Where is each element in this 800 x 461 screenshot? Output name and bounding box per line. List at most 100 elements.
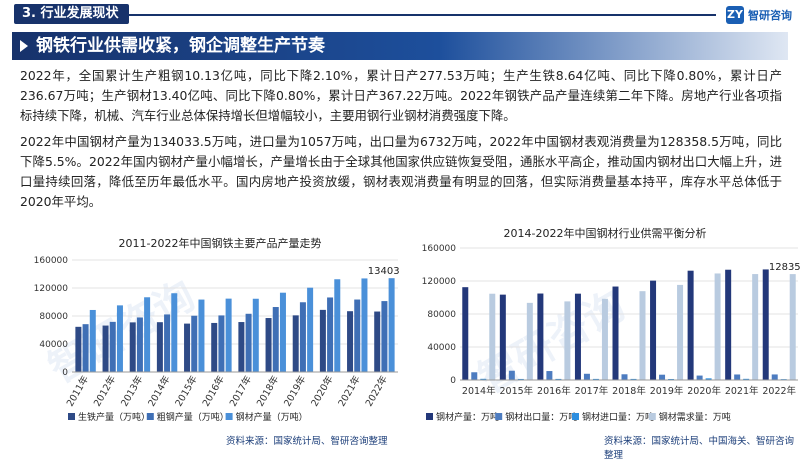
bar-2 [144, 297, 151, 372]
bar-3 [526, 302, 533, 380]
bar-0 [374, 311, 381, 372]
x-tick-label: 2014年 [145, 373, 172, 409]
x-tick-label: 2018年 [612, 385, 646, 397]
bar-0 [292, 315, 299, 372]
legend-swatch-2 [225, 413, 233, 420]
bar-2 [225, 298, 232, 372]
bar-1 [771, 374, 778, 380]
bar-3 [789, 274, 796, 380]
bar-0 [537, 293, 544, 380]
bar-0 [347, 311, 354, 372]
x-tick-label: 2019年 [650, 385, 684, 397]
y-tick-label: 160000 [34, 256, 69, 266]
logo-text: 智研咨询 [748, 9, 792, 22]
x-tick-label: 2011年 [64, 373, 91, 409]
x-tick-label: 2017年 [227, 373, 254, 409]
data-label-annotation: 128358.5 [769, 262, 800, 273]
legend-label-1: 粗钢产量（万吨） [157, 411, 229, 423]
bar-3 [714, 273, 721, 380]
legend-label-0: 生铁产量（万吨） [78, 411, 150, 423]
y-tick-label: 160000 [422, 244, 457, 254]
bar-1 [354, 299, 361, 372]
bar-2 [89, 309, 96, 372]
bar-1 [508, 370, 515, 380]
bar-1 [218, 315, 225, 372]
legend-swatch-0 [426, 413, 433, 420]
bar-0 [687, 270, 694, 380]
bar-1 [272, 307, 279, 372]
bar-0 [612, 286, 619, 380]
bar-3 [564, 301, 571, 380]
chart2-supply-demand: 0 40000 80000 120000 160000 2014年 2015年 2016年 20… [422, 244, 800, 423]
chevron-right-icon [20, 40, 28, 52]
bar-0 [75, 326, 82, 372]
bar-0 [574, 293, 581, 380]
paragraph-1: 2022年，全国累计生产粗钢10.13亿吨，同比下降2.10%，累计日产277.… [20, 68, 782, 123]
x-tick-label: 2020年 [308, 373, 335, 409]
bar-1 [583, 373, 590, 380]
bar-0 [184, 323, 191, 372]
x-tick-label: 2015年 [499, 385, 533, 397]
x-tick-label: 2012年 [91, 373, 118, 409]
source-note-right: 资料来源：国家统计局、中国海关、智研咨询整理 [604, 436, 795, 461]
bar-2 [279, 292, 286, 372]
x-tick-label: 2016年 [537, 385, 571, 397]
legend-label-0: 钢材产量：万吨 [436, 411, 499, 423]
legend-label-1: 钢材出口量：万吨 [505, 411, 577, 423]
x-tick-label: 2017年 [575, 385, 609, 397]
bar-1 [659, 374, 666, 380]
x-tick-label: 2013年 [118, 373, 145, 409]
x-tick-label: 2021年 [336, 373, 363, 409]
x-tick-label: 2016年 [200, 373, 227, 409]
bar-0 [762, 269, 769, 380]
page-title: 钢铁行业供需收紧，钢企调整生产节奏 [36, 36, 325, 56]
bar-2 [334, 279, 341, 372]
bar-3 [752, 274, 759, 380]
bar-2 [171, 293, 178, 372]
logo-icon: ZY [726, 6, 744, 24]
bar-0 [650, 280, 657, 380]
bar-1 [471, 372, 478, 380]
top-bar: 3. 行业发展现状 ZY 智研咨询 [0, 0, 800, 28]
legend-swatch-1 [146, 413, 154, 420]
bar-3 [639, 291, 646, 380]
paragraph-2: 2022年中国钢材产量为134033.5万吨，进口量为1057万吨，出口量为67… [20, 134, 782, 209]
x-tick-label: 2022年 [762, 385, 796, 397]
bar-3 [601, 298, 608, 380]
legend-label-3: 钢材需求量：万吨 [659, 411, 731, 423]
bar-2 [116, 305, 123, 372]
bar-0 [211, 322, 218, 372]
bar-1 [546, 371, 553, 380]
legend-label-2: 钢材产量（万吨） [236, 411, 308, 423]
y-tick-label: 0 [450, 376, 456, 386]
x-tick-label: 2015年 [173, 373, 200, 409]
data-label-annotation: 134033.5 [368, 266, 400, 277]
bar-2 [630, 378, 637, 380]
bar-2 [307, 287, 314, 372]
bar-0 [725, 269, 732, 380]
bar-0 [319, 309, 326, 372]
legend-swatch-2 [572, 413, 579, 420]
bar-2 [743, 378, 750, 380]
bar-1 [136, 317, 143, 372]
bar-0 [462, 287, 469, 380]
source-note-left: 资料来源：国家统计局、智研咨询整理 [226, 436, 388, 447]
bar-0 [156, 322, 163, 372]
x-tick-label: 2021年 [725, 385, 759, 397]
bar-1 [696, 375, 703, 380]
x-tick-label: 2018年 [254, 373, 281, 409]
legend-swatch-1 [495, 413, 503, 420]
bar-3 [489, 293, 496, 380]
header-rule [14, 14, 716, 16]
bar-0 [499, 294, 506, 380]
bar-1 [164, 314, 171, 372]
bar-2 [388, 278, 395, 372]
bar-1 [191, 315, 198, 372]
bar-1 [109, 321, 116, 372]
x-tick-label: 2019年 [281, 373, 308, 409]
bar-2 [361, 278, 368, 372]
title-banner: 钢铁行业供需收紧，钢企调整生产节奏 [12, 32, 788, 60]
bar-0 [129, 322, 136, 372]
bar-2 [198, 299, 205, 372]
